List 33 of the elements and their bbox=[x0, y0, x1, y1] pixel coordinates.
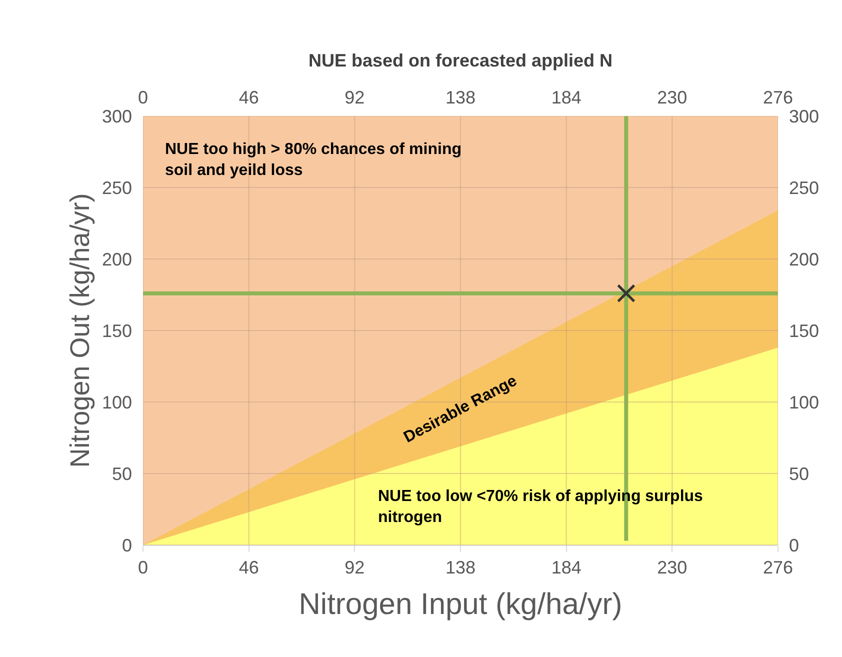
x-tick-label: 184 bbox=[551, 87, 582, 108]
y-tick-label: 250 bbox=[102, 178, 132, 198]
x2-tick-label: 92 bbox=[344, 558, 365, 578]
x2-axis-title: NUE based on forecasted applied N bbox=[308, 50, 613, 71]
x2-tick-label: 0 bbox=[138, 558, 148, 578]
x2-tick-label: 230 bbox=[657, 558, 688, 578]
x-tick-label: 92 bbox=[344, 87, 365, 108]
x2-tick-label: 276 bbox=[762, 558, 794, 578]
x-tick-label: 230 bbox=[657, 87, 688, 108]
y-axis-title: Nitrogen Out (kg/ha/yr) bbox=[65, 193, 96, 468]
y-tick-label: 0 bbox=[122, 535, 132, 556]
y2-tick-label: 200 bbox=[789, 249, 820, 270]
y-tick-label: 150 bbox=[102, 320, 132, 341]
x-axis-title: Nitrogen Input (kg/ha/yr) bbox=[298, 588, 622, 622]
y2-tick-label: 0 bbox=[789, 535, 800, 556]
y-tick-label: 50 bbox=[112, 464, 132, 484]
x2-tick-label: 138 bbox=[445, 558, 476, 578]
y2-tick-label: 50 bbox=[789, 464, 810, 484]
y-tick-label: 100 bbox=[102, 392, 132, 412]
y2-tick-label: 250 bbox=[789, 178, 820, 198]
annotation: NUE too low <70% risk of applying surplus nitrogen bbox=[378, 488, 704, 526]
y2-tick-label: 300 bbox=[789, 106, 820, 126]
x2-tick-label: 46 bbox=[238, 558, 259, 578]
x-tick-label: 46 bbox=[238, 87, 259, 108]
x-tick-label: 138 bbox=[445, 87, 476, 108]
y-tick-label: 200 bbox=[102, 249, 132, 270]
y-tick-label: 300 bbox=[102, 106, 132, 126]
x-tick-label: 0 bbox=[138, 87, 148, 108]
annotation: NUE too high > 80% chances of mining soil and yeild loss bbox=[165, 141, 462, 179]
y2-tick-label: 150 bbox=[789, 320, 820, 341]
x2-tick-label: 184 bbox=[551, 558, 582, 578]
y2-tick-label: 100 bbox=[789, 392, 820, 412]
x-tick-label: 276 bbox=[762, 87, 794, 108]
